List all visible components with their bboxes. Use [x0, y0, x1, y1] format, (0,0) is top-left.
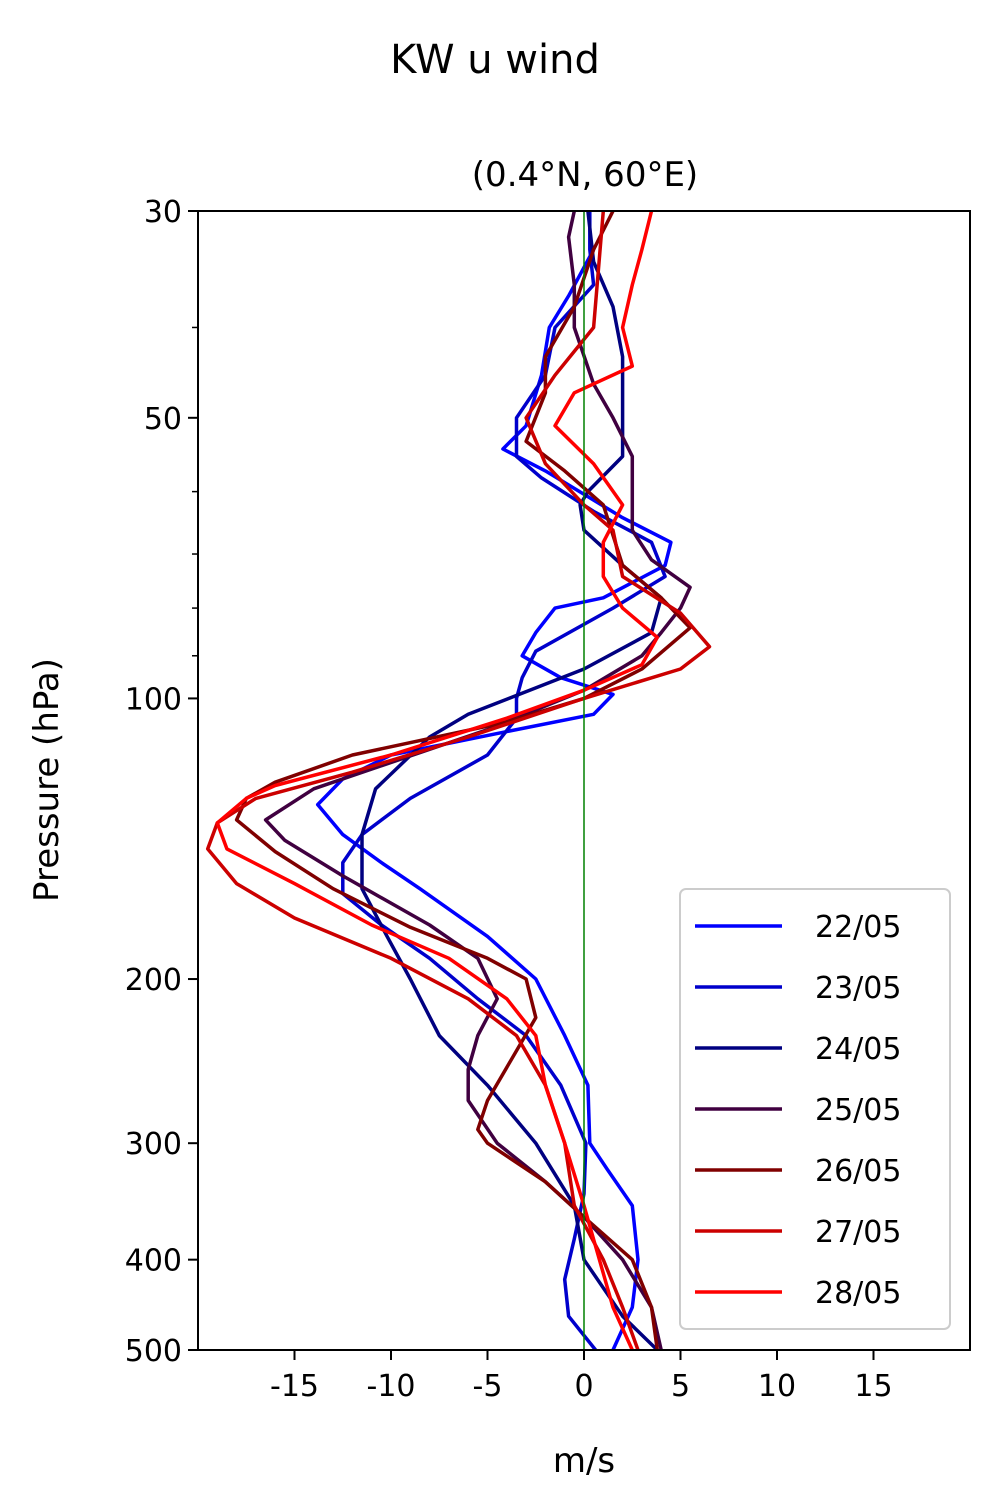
x-tick-label: -15: [270, 1369, 319, 1404]
chart-title: KW u wind: [390, 37, 600, 83]
y-axis: 30 50 100 200 300 400 500: [125, 195, 198, 1369]
y-tick-label: 200: [125, 963, 182, 998]
series-line-28-05: [215, 211, 660, 1350]
series-line-22-05: [315, 248, 673, 1350]
y-tick-label: 300: [125, 1127, 182, 1162]
y-tick-label: 500: [125, 1334, 182, 1369]
y-tick-label: 50: [144, 402, 182, 437]
x-tick-label: 0: [574, 1369, 593, 1404]
legend-label: 28/05: [815, 1276, 901, 1311]
x-axis: -15 -10 -5 0 5 10 15: [270, 1350, 893, 1404]
x-tick-label: 5: [671, 1369, 690, 1404]
chart-subtitle: (0.4°N, 60°E): [472, 155, 698, 195]
y-axis-label: Pressure (hPa): [27, 658, 67, 902]
y-tick-label: 30: [144, 195, 182, 230]
legend-label: 27/05: [815, 1215, 901, 1250]
legend-label: 24/05: [815, 1032, 901, 1067]
legend: 22/05 23/05 24/05 25/05 26/05 27/05 28/05: [679, 888, 951, 1330]
legend-box: [679, 888, 951, 1330]
series-line-25-05: [263, 211, 692, 1350]
legend-label: 26/05: [815, 1154, 901, 1189]
series-layer: [205, 211, 712, 1350]
x-tick-label: 15: [854, 1369, 892, 1404]
legend-label: 22/05: [815, 910, 901, 945]
y-tick-label: 100: [125, 682, 182, 717]
x-tick-label: 10: [758, 1369, 796, 1404]
x-tick-label: -5: [473, 1369, 503, 1404]
y-tick-label: 400: [125, 1244, 182, 1279]
series-line-23-05: [341, 211, 667, 1350]
legend-label: 25/05: [815, 1093, 901, 1128]
series-line-24-05: [360, 211, 663, 1350]
x-axis-label: m/s: [553, 1441, 615, 1481]
legend-label: 23/05: [815, 971, 901, 1006]
x-tick-label: -10: [367, 1369, 416, 1404]
